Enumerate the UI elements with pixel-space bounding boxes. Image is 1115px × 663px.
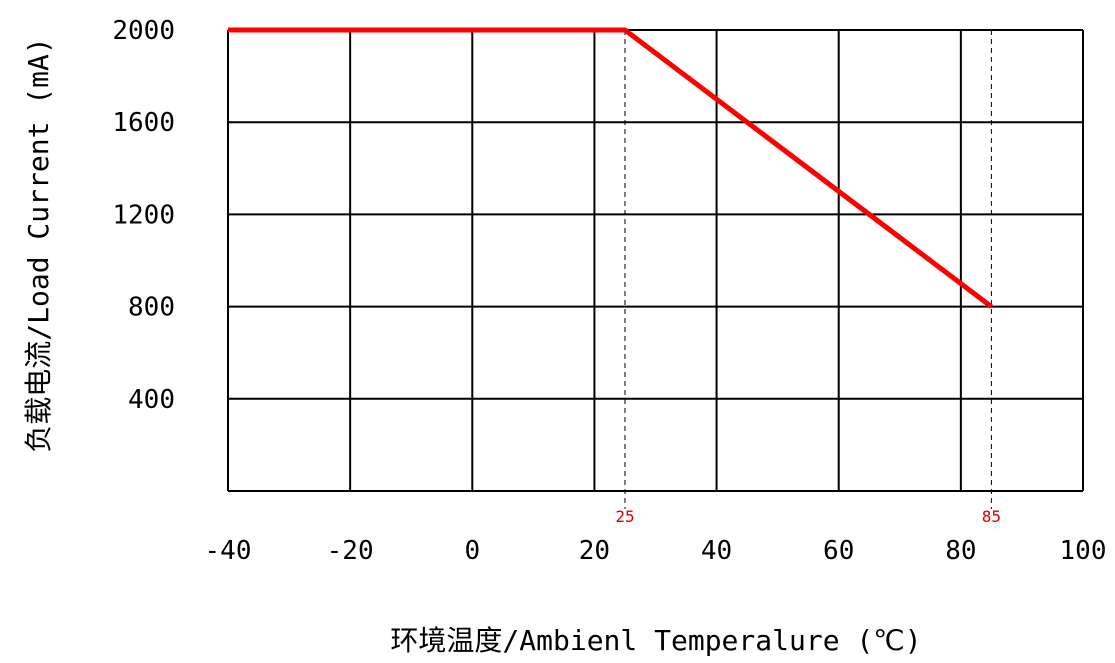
annotation-label-85: 85 xyxy=(982,507,1001,526)
series-line-0 xyxy=(228,27,993,309)
annotation-labels: 25 85 xyxy=(615,507,1001,526)
series-layer xyxy=(228,27,993,309)
y-tick-label: 1600 xyxy=(112,108,175,138)
annotation-label-25: 25 xyxy=(615,507,634,526)
grid xyxy=(227,29,1084,492)
x-tick-labels: -40 -20 0 20 40 60 80 100 xyxy=(205,536,1107,566)
annotation-lines xyxy=(624,30,992,509)
y-tick-label: 800 xyxy=(128,293,175,323)
x-tick-label: 40 xyxy=(701,536,732,566)
x-tick-label: -40 xyxy=(205,536,252,566)
x-tick-label: 20 xyxy=(579,536,610,566)
x-axis-title: 环境温度/Ambienl Temperalure (℃) xyxy=(390,624,921,657)
x-tick-label: 0 xyxy=(464,536,480,566)
x-tick-label: 80 xyxy=(945,536,976,566)
x-tick-label: 100 xyxy=(1060,536,1107,566)
y-axis-title: 负载电流/Load Current (mA) xyxy=(22,37,55,452)
y-tick-label: 400 xyxy=(128,385,175,415)
x-tick-label: -20 xyxy=(327,536,374,566)
y-tick-labels: 400 800 1200 1600 2000 xyxy=(112,16,175,415)
x-tick-label: 60 xyxy=(823,536,854,566)
y-tick-label: 1200 xyxy=(112,200,175,230)
y-tick-label: 2000 xyxy=(112,16,175,46)
